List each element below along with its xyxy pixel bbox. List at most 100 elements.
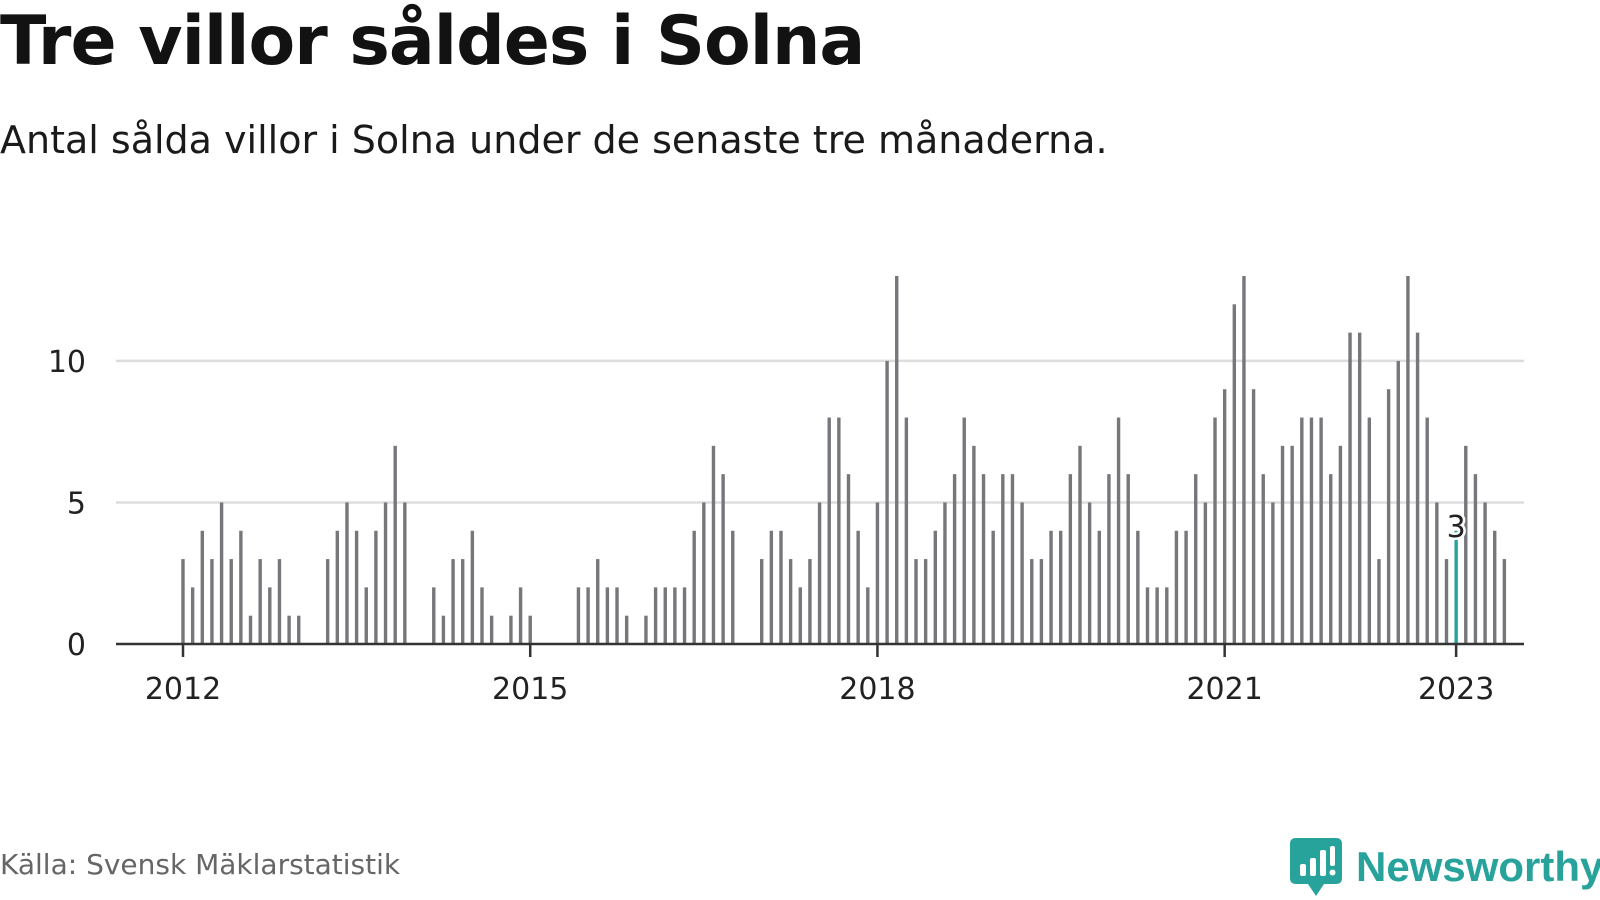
bar — [769, 530, 774, 644]
bar — [354, 530, 359, 644]
bar — [673, 587, 677, 644]
bar — [991, 530, 995, 644]
bar — [1087, 502, 1092, 644]
bar — [1222, 389, 1227, 644]
bar — [1396, 360, 1400, 644]
bar — [817, 502, 822, 644]
bar — [1319, 417, 1323, 644]
x-axis-ticks: 2012 2015 2018 2021 2023 — [145, 644, 1494, 707]
bar — [461, 559, 465, 644]
brand-logo: Newsworthy — [1290, 838, 1600, 896]
bar — [1001, 474, 1005, 644]
y-tick-label: 10 — [48, 345, 86, 380]
bar — [837, 417, 841, 644]
bars — [181, 276, 1507, 644]
bar — [943, 502, 947, 644]
bar — [760, 559, 764, 644]
bar — [1174, 530, 1179, 644]
bar — [952, 474, 957, 644]
bar — [596, 559, 600, 644]
bar — [1242, 276, 1246, 644]
bar — [1203, 502, 1208, 644]
bar — [1425, 417, 1429, 644]
bar — [277, 559, 282, 644]
bar — [731, 530, 735, 644]
bar — [248, 615, 253, 644]
bar — [239, 530, 243, 644]
bar — [1348, 332, 1352, 644]
bar — [374, 530, 378, 644]
highlight-value-label: 3 — [1447, 510, 1466, 545]
bar — [1271, 502, 1275, 644]
bar — [1261, 474, 1265, 644]
bar — [383, 502, 388, 644]
bar — [1010, 474, 1015, 644]
bar — [711, 445, 716, 644]
bar — [624, 615, 629, 644]
bar — [1415, 332, 1420, 644]
bar — [895, 276, 899, 644]
bar — [470, 530, 475, 644]
chart-title: Tre villor såldes i Solna — [0, 2, 865, 81]
bar — [779, 530, 783, 644]
bar — [856, 530, 860, 644]
bar — [682, 587, 687, 644]
bar — [1280, 445, 1285, 644]
bar — [518, 587, 523, 644]
x-tick-label: 2023 — [1418, 672, 1494, 707]
bar — [1097, 530, 1101, 644]
bar — [1232, 304, 1237, 644]
bar — [1290, 445, 1294, 644]
newsworthy-logo-icon — [1290, 838, 1342, 896]
bar — [1367, 417, 1372, 644]
bar — [1329, 474, 1333, 644]
bar — [268, 587, 272, 644]
bar — [1309, 417, 1314, 644]
bar — [586, 587, 590, 644]
bar — [866, 587, 870, 644]
bar — [489, 615, 494, 644]
bar — [451, 559, 455, 644]
bar — [1435, 502, 1439, 644]
x-tick-label: 2021 — [1186, 672, 1262, 707]
bar — [615, 587, 619, 644]
bar — [721, 474, 725, 644]
bar — [1464, 445, 1468, 644]
bar — [981, 474, 986, 644]
bar — [181, 559, 185, 644]
brand-name: Newsworthy — [1356, 843, 1600, 890]
bar — [692, 530, 696, 644]
bar — [962, 417, 966, 644]
bar — [229, 559, 233, 644]
bar — [1165, 587, 1169, 644]
y-axis-ticks: 0 5 10 — [48, 345, 86, 663]
bar — [1338, 445, 1343, 644]
bar — [576, 587, 581, 644]
bar — [509, 615, 513, 644]
bar — [335, 530, 340, 644]
bar — [432, 587, 436, 644]
bar — [1444, 559, 1449, 644]
bar — [846, 474, 851, 644]
bar — [1194, 474, 1198, 644]
bar — [480, 587, 484, 644]
bar — [1357, 332, 1362, 644]
bar — [210, 559, 214, 644]
bar — [1030, 559, 1034, 644]
bar — [644, 615, 648, 644]
bar — [1184, 530, 1188, 644]
bar — [258, 559, 262, 644]
bar — [1502, 559, 1507, 644]
bar — [1078, 445, 1082, 644]
bar — [605, 587, 610, 644]
bar — [1126, 474, 1130, 644]
bar — [1377, 559, 1381, 644]
bar — [933, 530, 938, 644]
bar-chart: 0 5 10 2012 2015 2018 2021 2023 3 — [48, 276, 1524, 707]
bar — [1251, 389, 1256, 644]
bar — [1213, 417, 1217, 644]
bar — [1049, 530, 1053, 644]
bar — [923, 559, 928, 644]
x-tick-label: 2018 — [839, 672, 915, 707]
bar — [1473, 474, 1478, 644]
